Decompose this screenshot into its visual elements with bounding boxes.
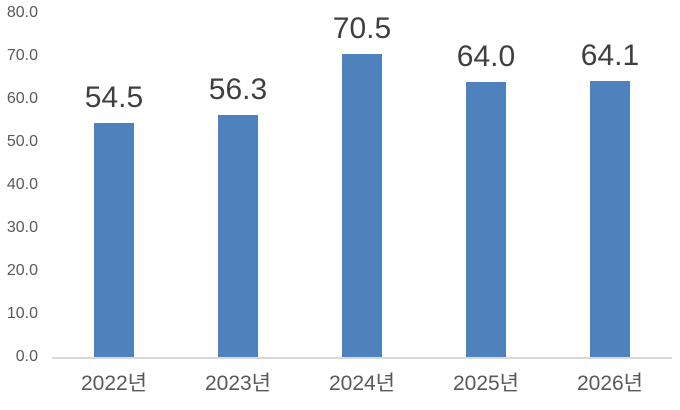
x-axis-category-label: 2025년 [452, 372, 520, 395]
y-axis-tick-label: 30.0 [6, 219, 38, 236]
y-axis-tick-label: 10.0 [6, 305, 38, 322]
bar-value-label: 54.5 [84, 80, 144, 114]
x-axis-line [52, 357, 672, 359]
x-axis-category-label: 2024년 [328, 372, 396, 395]
y-axis-tick-label: 20.0 [6, 262, 38, 279]
bar-value-label: 56.3 [208, 72, 268, 106]
bar-value-label: 64.1 [580, 39, 640, 73]
chart-bar [590, 81, 630, 357]
x-axis-category-label: 2022년 [80, 372, 148, 395]
bar-value-label: 64.0 [456, 39, 516, 73]
y-axis-tick-label: 40.0 [6, 176, 38, 193]
y-axis-tick-label: 70.0 [6, 47, 38, 64]
x-axis-category-label: 2023년 [204, 372, 272, 395]
y-axis-tick-label: 60.0 [6, 90, 38, 107]
chart-bar [342, 53, 382, 357]
y-axis-tick-label: 80.0 [6, 4, 38, 21]
x-axis-category-label: 2026년 [576, 372, 644, 395]
chart-bar [94, 122, 134, 357]
y-axis-tick-label: 50.0 [6, 133, 38, 150]
y-axis-tick-label: 0.0 [15, 348, 38, 365]
bar-value-label: 70.5 [332, 11, 392, 45]
chart-bar [218, 114, 258, 357]
chart-bar [466, 81, 506, 357]
